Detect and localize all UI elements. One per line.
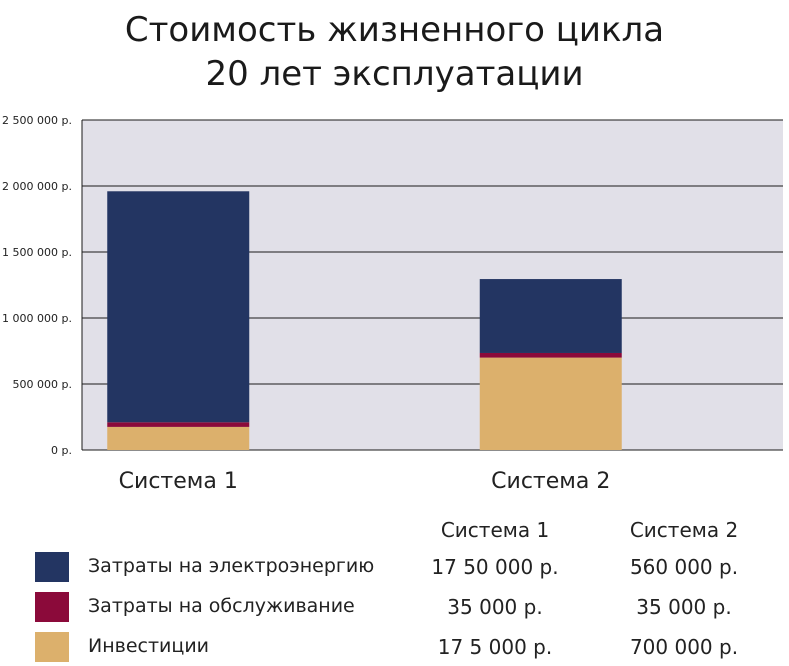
cell-maintenance-system-2: 35 000 р. [636, 595, 732, 619]
chart-title: Стоимость жизненного цикла 20 лет эксплу… [0, 8, 789, 96]
bar-segment-1-2 [479, 279, 622, 353]
x-tick-label-1: Система 2 [491, 469, 610, 494]
legend-swatch-maintenance [35, 592, 69, 622]
x-tick-label-0: Система 1 [119, 469, 238, 494]
cell-electricity-system-1: 17 50 000 р. [431, 555, 559, 579]
legend-label-investment: Инвестиции [88, 635, 210, 657]
cell-investment-system-2: 700 000 р. [629, 635, 739, 659]
legend-label-electricity: Затраты на электроэнергию [88, 555, 375, 577]
y-tick-label-3: 1 500 000 р. [2, 246, 72, 259]
y-tick-label-5: 2 500 000 р. [2, 114, 72, 127]
cell-investment-system-1: 17 5 000 р. [437, 635, 553, 659]
y-tick-label-1: 500 000 р. [13, 378, 72, 391]
chart-title-line-1: Стоимость жизненного цикла [124, 10, 665, 50]
bar-segment-1-0 [479, 357, 622, 450]
legend-swatch-electricity [35, 552, 69, 582]
table-header-system-2: Система 2 [629, 518, 739, 542]
bar-segment-0-2 [107, 191, 250, 423]
table-row-investment: Инвестиции 17 5 000 р. 700 000 р. [0, 632, 789, 662]
table-header-system-1: Система 1 [440, 518, 550, 542]
cell-maintenance-system-1: 35 000 р. [447, 595, 543, 619]
bar-segment-0-0 [107, 426, 250, 450]
cell-electricity-system-2: 560 000 р. [629, 555, 739, 579]
bar-segment-0-1 [107, 422, 250, 427]
y-tick-label-0: 0 р. [51, 444, 72, 457]
legend-label-maintenance: Затраты на обслуживание [88, 595, 355, 617]
stacked-bar-chart: 0 р. 500 000 р. 1 000 000 р. 1 500 000 р. 2 … [2, 114, 783, 494]
bar-segment-1-1 [479, 352, 622, 358]
y-tick-label-4: 2 000 000 р. [2, 180, 72, 193]
table-row-maintenance: Затраты на обслуживание 35 000 р. 35 000… [0, 592, 789, 622]
y-tick-label-2: 1 000 000 р. [2, 312, 72, 325]
legend-swatch-investment [35, 632, 69, 662]
table-row-electricity: Затраты на электроэнергию 17 50 000 р. 5… [0, 552, 789, 582]
chart-title-line-2: 20 лет эксплуатации [205, 54, 584, 94]
